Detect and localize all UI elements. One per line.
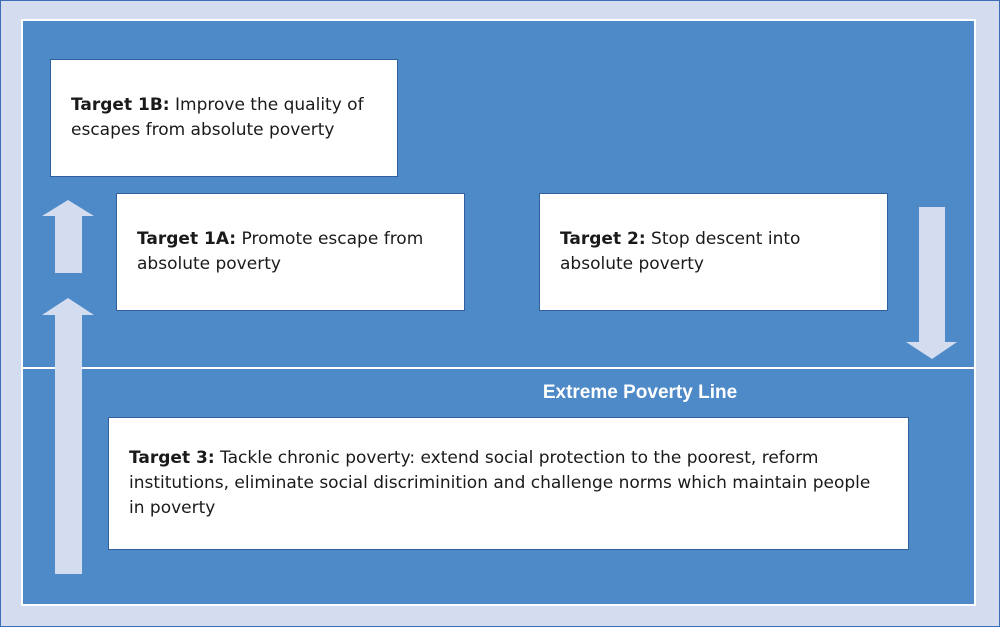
target-1b-content: Target 1B: Improve the quality of escape… bbox=[71, 93, 377, 143]
target-2-box: Target 2: Stop descent into absolute pov… bbox=[539, 193, 888, 311]
target-3-text: Tackle chronic poverty: extend social pr… bbox=[129, 448, 870, 518]
up-arrow-long-icon bbox=[42, 298, 94, 574]
target-3-content: Target 3: Tackle chronic poverty: extend… bbox=[129, 446, 888, 521]
target-2-content: Target 2: Stop descent into absolute pov… bbox=[560, 227, 867, 277]
target-1b-label: Target 1B: bbox=[71, 95, 170, 115]
target-1b-box: Target 1B: Improve the quality of escape… bbox=[50, 59, 398, 177]
target-1a-content: Target 1A: Promote escape from absolute … bbox=[137, 227, 444, 277]
target-2-label: Target 2: bbox=[560, 229, 646, 249]
target-1a-box: Target 1A: Promote escape from absolute … bbox=[116, 193, 465, 311]
up-arrow-short-icon bbox=[42, 200, 94, 273]
down-arrow-icon bbox=[906, 207, 957, 359]
target-1a-label: Target 1A: bbox=[137, 229, 236, 249]
target-3-box: Target 3: Tackle chronic poverty: extend… bbox=[108, 417, 909, 550]
target-3-label: Target 3: bbox=[129, 448, 215, 468]
